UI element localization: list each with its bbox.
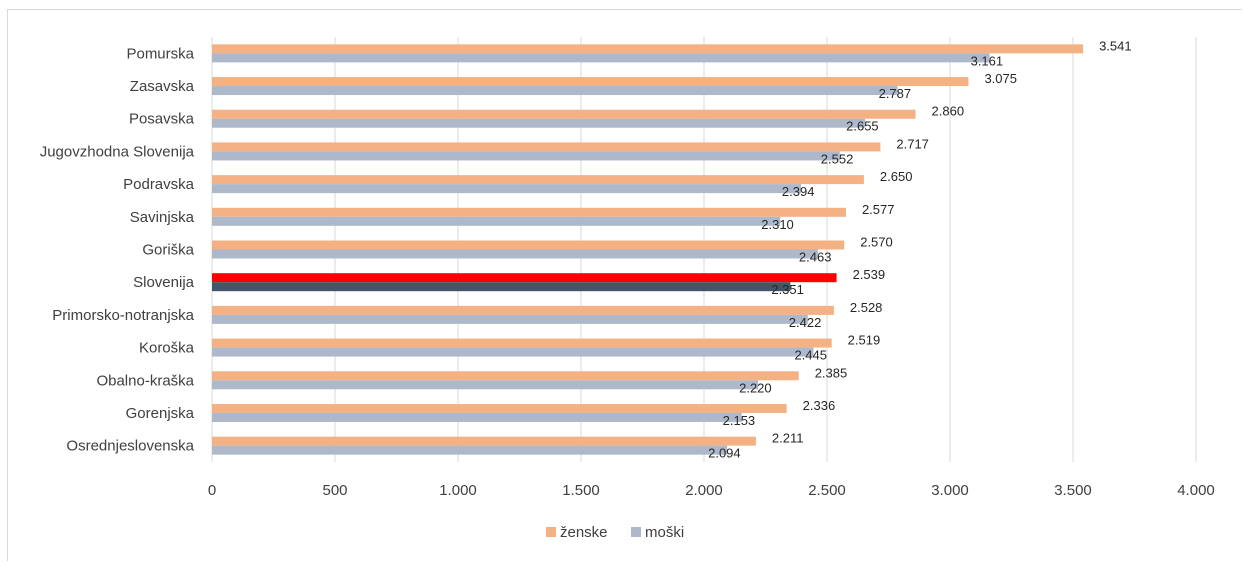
bar-moski — [212, 347, 814, 357]
data-label: 2.570 — [860, 235, 893, 250]
x-tick-label: 1.000 — [439, 482, 477, 499]
x-axis-ticks: 0 500 1.000 1.500 2.000 2.500 3.000 3.500 4.000 — [208, 482, 1215, 499]
bar-moski — [212, 86, 898, 96]
data-label: 2.094 — [708, 446, 741, 461]
category-label: Primorsko-notranjska — [52, 307, 194, 324]
data-label: 2.310 — [761, 217, 794, 232]
data-label: 2.445 — [794, 348, 827, 363]
data-label: 2.539 — [853, 267, 886, 282]
data-label: 3.161 — [971, 53, 1004, 68]
bar-zenske — [212, 142, 881, 152]
bar-zenske — [212, 207, 846, 217]
bar-zenske — [212, 305, 834, 315]
x-tick-label: 0 — [208, 482, 216, 499]
bar-moski — [212, 249, 818, 259]
bar-zenske — [212, 371, 799, 381]
bar-zenske — [212, 338, 832, 348]
data-label: 2.385 — [815, 365, 848, 380]
bar-moski — [212, 184, 801, 194]
bar-moski — [212, 412, 742, 422]
category-label: Jugovzhodna Slovenija — [40, 143, 195, 160]
category-label: Posavska — [129, 111, 195, 128]
data-label: 2.519 — [848, 333, 881, 348]
category-label: Koroška — [139, 340, 195, 357]
category-label: Podravska — [123, 176, 195, 193]
category-label: Obalno-kraška — [96, 372, 194, 389]
data-label: 3.541 — [1099, 38, 1132, 53]
legend-swatch — [631, 527, 641, 537]
data-label: 2.717 — [896, 136, 929, 151]
x-tick-label: 4.000 — [1177, 482, 1215, 499]
data-label: 2.787 — [879, 86, 912, 101]
data-label: 2.577 — [862, 202, 895, 217]
bar-moski — [212, 314, 808, 324]
category-label: Goriška — [142, 242, 194, 259]
data-label: 2.860 — [932, 104, 965, 119]
category-label: Zasavska — [130, 78, 195, 95]
category-labels: Pomurska Zasavska Posavska Jugovzhodna Slov… — [40, 45, 195, 454]
data-label: 2.153 — [723, 413, 756, 428]
data-label: 2.336 — [803, 398, 836, 413]
x-tick-label: 500 — [322, 482, 347, 499]
bar-zenske — [212, 77, 969, 87]
x-tick-label: 2.500 — [808, 482, 846, 499]
data-label: 2.528 — [850, 300, 883, 315]
bar-moski — [212, 53, 990, 63]
data-label: 2.220 — [739, 380, 772, 395]
legend: ženske moški — [546, 524, 684, 541]
data-label: 2.650 — [880, 169, 913, 184]
bar-zenske — [212, 175, 864, 185]
data-label: 3.075 — [984, 71, 1017, 86]
x-tick-label: 1.500 — [562, 482, 600, 499]
data-label: 2.463 — [799, 250, 832, 265]
bar-zenske — [212, 44, 1084, 54]
data-label: 2.211 — [772, 431, 804, 446]
bar-moski — [212, 118, 866, 128]
bar-moski — [212, 216, 781, 226]
category-label: Pomurska — [126, 45, 194, 62]
bar-zenske — [212, 436, 756, 446]
bar-zenske — [212, 403, 787, 413]
legend-label: moški — [645, 524, 684, 541]
bar-moski — [212, 282, 791, 292]
data-label: 2.351 — [771, 282, 804, 297]
category-label: Slovenija — [133, 274, 195, 291]
data-labels: 3.541 3.161 3.075 2.787 2.860 2.655 2.717 2.552… — [708, 38, 1132, 460]
category-label: Savinjska — [130, 209, 195, 226]
x-tick-label: 2.000 — [685, 482, 723, 499]
data-label: 2.655 — [846, 119, 879, 134]
x-tick-label: 3.000 — [931, 482, 969, 499]
bar-zenske — [212, 240, 845, 250]
data-label: 2.394 — [782, 184, 815, 199]
data-label: 2.422 — [789, 315, 822, 330]
bar-zenske — [212, 109, 916, 119]
chart-frame — [7, 9, 1242, 561]
x-tick-label: 3.500 — [1054, 482, 1092, 499]
bar-zenske — [212, 273, 837, 283]
data-label: 2.552 — [821, 151, 854, 166]
bar-moski — [212, 380, 759, 390]
legend-label: ženske — [560, 524, 608, 541]
category-label: Osrednjeslovenska — [66, 438, 194, 455]
bars — [212, 44, 1084, 455]
legend-swatch — [546, 527, 556, 537]
bar-moski — [212, 151, 840, 161]
bar-moski — [212, 445, 728, 455]
category-label: Gorenjska — [126, 405, 195, 422]
